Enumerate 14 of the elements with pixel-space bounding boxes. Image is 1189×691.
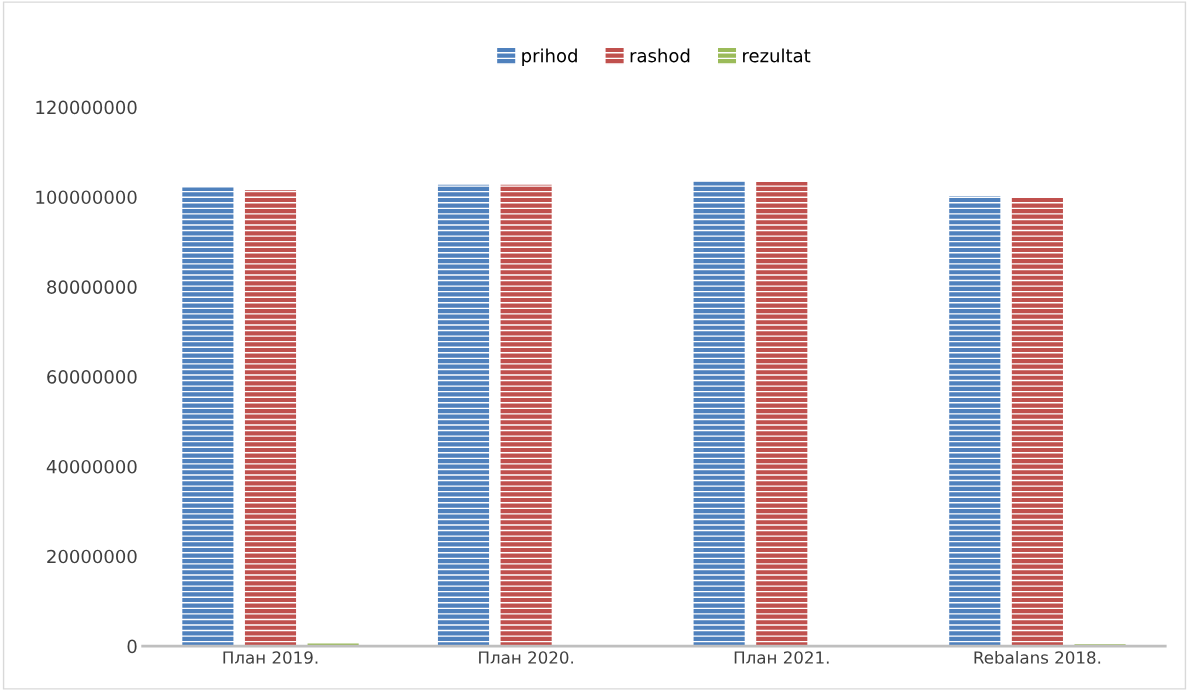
y-tick-label: 40000000: [46, 459, 137, 474]
x-tick-label: План 2019.: [223, 651, 318, 664]
y-tick-label: 80000000: [47, 280, 137, 294]
y-tick-label: 0: [127, 639, 137, 654]
y-tick-label: 100000000: [36, 190, 137, 205]
legend-label: rezultat: [743, 48, 811, 63]
y-tick-label: 120000000: [36, 100, 137, 115]
x-tick-label: План 2020.: [479, 651, 573, 664]
y-tick-label: 60000000: [47, 370, 137, 384]
x-tick-label: План 2021.: [734, 651, 829, 664]
legend-label: rashod: [630, 48, 690, 63]
y-tick-label: 20000000: [47, 549, 137, 564]
x-tick-label: Rebalans 2018.: [974, 650, 1101, 664]
legend-label: prihod: [522, 48, 577, 66]
